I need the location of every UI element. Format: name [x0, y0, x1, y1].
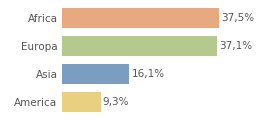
Text: 16,1%: 16,1%: [131, 69, 164, 79]
Text: 37,1%: 37,1%: [220, 41, 253, 51]
Text: 37,5%: 37,5%: [221, 13, 254, 23]
Bar: [62, 64, 129, 84]
Bar: [62, 8, 219, 28]
Bar: [62, 36, 218, 56]
Text: 9,3%: 9,3%: [103, 97, 129, 107]
Bar: [62, 92, 101, 112]
